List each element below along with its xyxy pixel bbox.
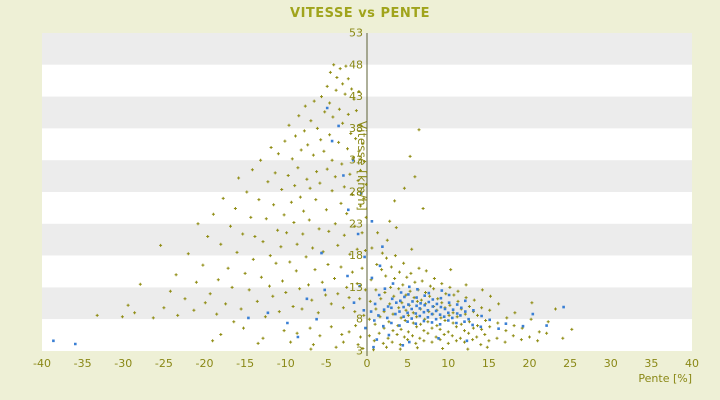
- x-axis-title: Pente [%]: [638, 372, 692, 385]
- y-tick-label: 13: [349, 281, 363, 294]
- y-tick-label: 53: [349, 27, 363, 40]
- y-tick-label: 38: [349, 122, 363, 135]
- x-tick-label: 20: [522, 357, 537, 370]
- x-tick-label: -10: [276, 357, 295, 370]
- x-tick-label: 40: [685, 357, 699, 370]
- x-tick-label: 15: [481, 357, 496, 370]
- plot-svg: 53 48 43 38 33 28 23 18 13 8 3 Vitesse [km/h]: [42, 27, 692, 358]
- x-tick-label: 25: [563, 357, 578, 370]
- x-tick-label: -35: [73, 357, 92, 370]
- x-tick-label: 10: [441, 357, 456, 370]
- plot-area: 53 48 43 38 33 28 23 18 13 8 3 Vitesse [km/h]: [42, 27, 692, 358]
- y-tick-label: 18: [349, 249, 363, 262]
- y-tick-label: 33: [349, 154, 363, 167]
- x-tick-label: -15: [236, 357, 255, 370]
- x-axis-ticks: -40 -35 -30 -25 -20 -15 -10 -5 0 5 10 15 20 25 30 35 40: [0, 357, 720, 371]
- chart-title: VITESSE vs PENTE: [290, 6, 430, 21]
- x-tick-label: 0: [363, 357, 371, 370]
- x-tick-label: 5: [404, 357, 412, 370]
- x-tick-label: -40: [33, 357, 51, 370]
- x-tick-label: 30: [603, 357, 618, 370]
- x-tick-label: -20: [195, 357, 214, 370]
- x-tick-label: -30: [114, 357, 133, 370]
- y-tick-label: 43: [349, 90, 363, 103]
- y-tick-label: 3: [356, 345, 363, 358]
- y-tick-label: 28: [349, 186, 363, 199]
- x-tick-label: 35: [644, 357, 659, 370]
- y-tick-label: 23: [349, 217, 363, 230]
- y-tick-label: 48: [349, 58, 363, 71]
- y-tick-label: 8: [356, 313, 363, 326]
- y-axis-title: Vitesse [km/h]: [355, 121, 369, 211]
- x-tick-label: -25: [154, 357, 173, 370]
- x-tick-label: -5: [320, 357, 332, 370]
